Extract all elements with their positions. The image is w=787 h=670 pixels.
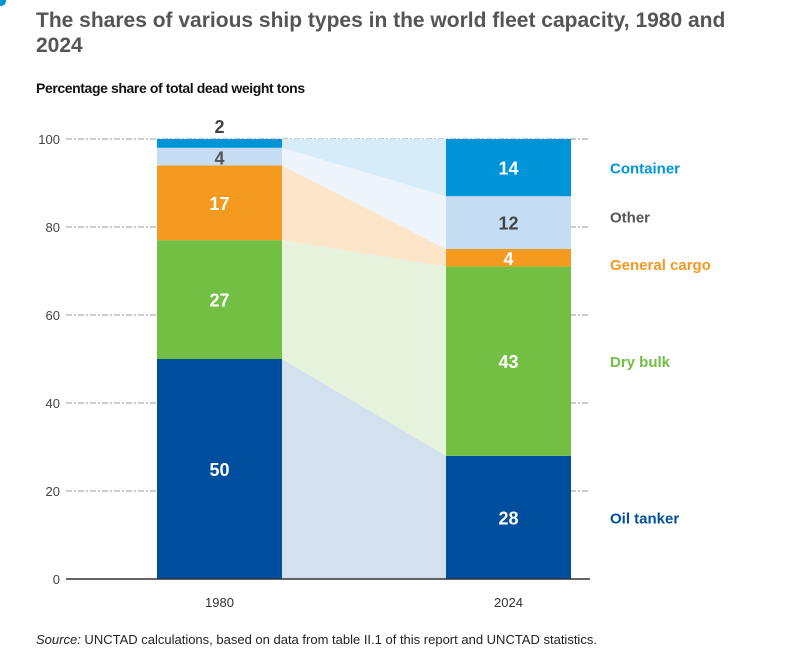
data-label: 12 [498, 214, 518, 234]
bar-segment [157, 359, 282, 579]
legend-label: Other [610, 210, 650, 227]
connector-band [282, 240, 446, 456]
legend-label: General cargo [610, 257, 711, 274]
figure-marker-icon [0, 0, 6, 6]
bar-segment [446, 196, 571, 249]
bar-segment [446, 139, 571, 197]
data-label: 14 [498, 159, 518, 179]
y-tick-label: 60 [46, 308, 60, 323]
bar-segment [446, 455, 571, 579]
bar-segment [157, 240, 282, 359]
data-label: 2 [214, 117, 224, 137]
connector-band [282, 147, 446, 249]
data-label: 17 [209, 194, 229, 214]
y-tick-label: 80 [46, 220, 60, 235]
data-label: 43 [498, 352, 518, 372]
y-tick-label: 20 [46, 484, 60, 499]
data-label: 4 [214, 149, 224, 169]
chart: 0 20 40 60 80 100 50 27 17 4 2 1980 28 43 4 12 14 2024 Oil… [38, 117, 711, 610]
data-label: 27 [209, 291, 229, 311]
y-axis-title: Percentage share of total dead weight to… [36, 80, 305, 96]
source-label: Source: [36, 632, 81, 647]
bar-segment [157, 165, 282, 241]
legend-label: Container [610, 161, 680, 178]
chart-title: The shares of various ship types in the … [36, 9, 726, 57]
legend-label: Dry bulk [610, 354, 671, 371]
y-tick-label: 100 [38, 132, 60, 147]
connector-band [282, 359, 446, 579]
bar-segment [157, 147, 282, 166]
data-label: 28 [498, 508, 518, 528]
x-tick-label: 2024 [494, 595, 523, 610]
connector-band [282, 139, 446, 197]
source-note: Source: UNCTAD calculations, based on da… [36, 632, 597, 647]
y-tick-label: 0 [53, 572, 60, 587]
connector-band [282, 165, 446, 267]
bar-segment [157, 139, 282, 148]
y-tick-label: 40 [46, 396, 60, 411]
x-tick-label: 1980 [205, 595, 234, 610]
legend-label: Oil tanker [610, 510, 679, 527]
data-label: 50 [209, 460, 229, 480]
data-label: 4 [503, 249, 513, 269]
bar-segment [446, 266, 571, 456]
source-text: UNCTAD calculations, based on data from … [80, 632, 597, 647]
bar-segment [446, 249, 571, 267]
